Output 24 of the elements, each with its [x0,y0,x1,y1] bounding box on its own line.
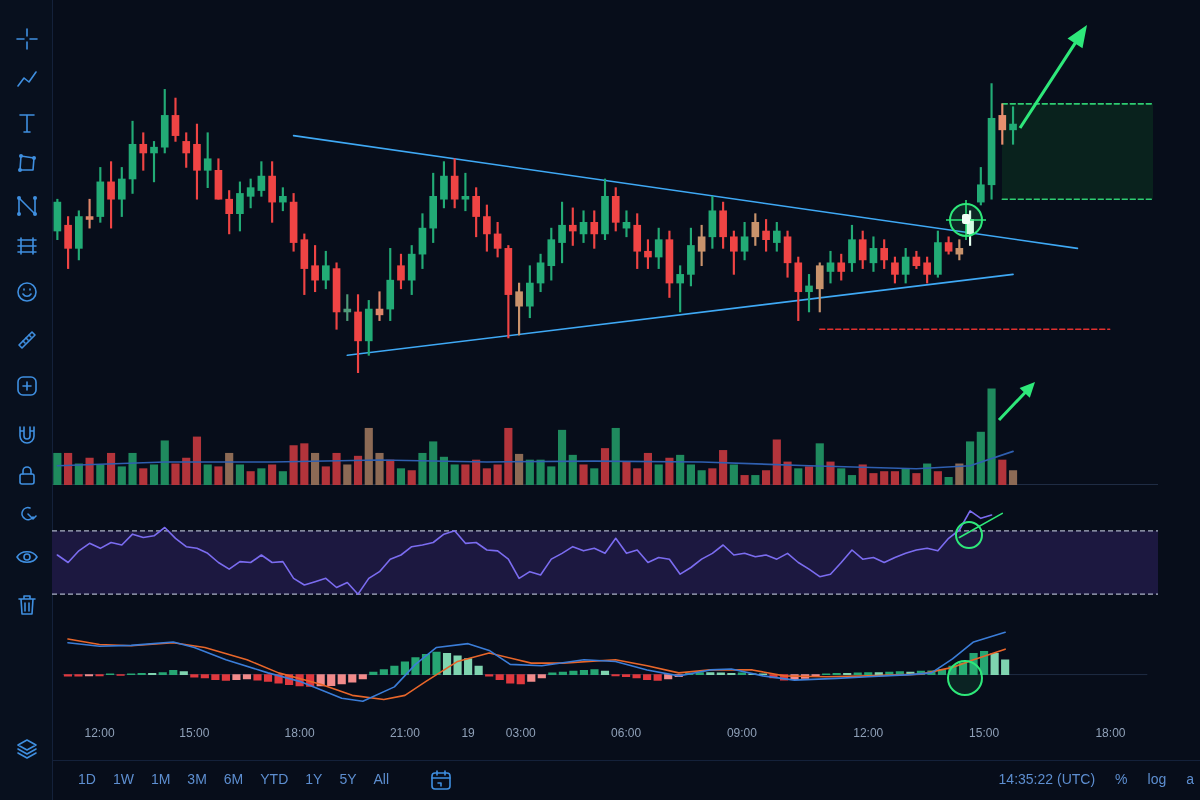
x-tick-label: 03:00 [505,726,537,741]
x-tick-label: 18:00 [284,726,315,741]
text: log [1147,771,1167,787]
text: 6M [223,771,244,787]
text: a [1186,771,1194,787]
x-tick-label: 18:00 [1095,726,1126,741]
text: YTD [260,771,289,787]
x-tick-label: 15:00 [179,726,210,741]
text: % [1115,771,1128,787]
text: 3M [187,771,207,787]
text: All [373,771,390,787]
text: 14:35:22 (UTC) [998,771,1096,787]
x-tick-label: 12:00 [853,726,884,741]
x-tick-label: 12:00 [84,726,115,741]
x-tick-label: 21:00 [389,726,421,741]
text: 1M [150,771,171,787]
text: 1Y [305,771,323,787]
x-tick-label: 06:00 [611,726,642,741]
text: 5Y [339,771,357,787]
x-tick-label: 15:00 [969,726,1000,741]
text: 1D [78,771,96,787]
text: 1W [112,771,134,787]
x-tick-label: 19 [461,726,476,741]
x-tick-label: 09:00 [726,726,758,741]
